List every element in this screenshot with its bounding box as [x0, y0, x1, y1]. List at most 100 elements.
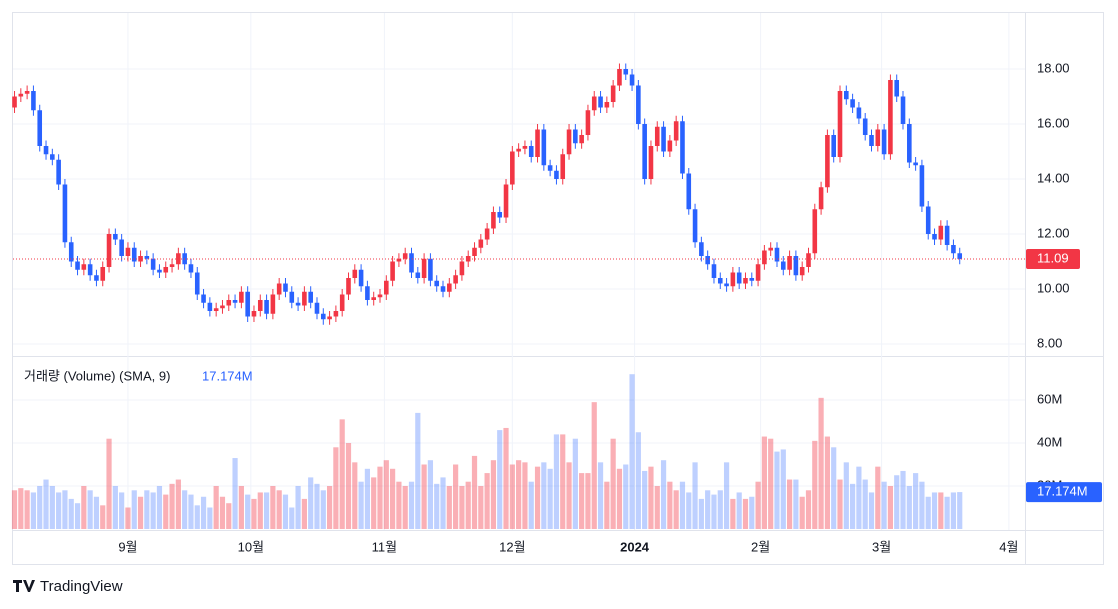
candle-body — [717, 278, 723, 284]
volume-bar — [453, 464, 459, 529]
candle-body — [780, 261, 786, 270]
candle-body — [18, 93, 24, 97]
candle-body — [957, 253, 963, 260]
candle-body — [711, 264, 717, 278]
volume-bar — [812, 440, 818, 529]
candle-body — [415, 272, 421, 278]
candle-body — [100, 267, 106, 281]
volume-bar — [906, 486, 912, 529]
x-tick-label: 11월 — [372, 539, 397, 554]
candle-body — [919, 165, 925, 207]
volume-bar — [320, 490, 326, 529]
candle-body — [913, 162, 918, 166]
volume-bar — [175, 479, 181, 529]
volume-legend-value: 17.174M — [202, 368, 253, 383]
volume-bar — [579, 473, 585, 529]
volume-bar — [534, 466, 541, 529]
volume-bar — [289, 507, 295, 529]
candle-body — [547, 165, 553, 171]
candle-body — [226, 300, 232, 306]
volume-bar — [881, 481, 887, 529]
volume-bar — [238, 486, 244, 529]
candle-body — [220, 305, 225, 309]
candle-body — [12, 96, 17, 108]
candle-body — [648, 146, 654, 179]
candle-body — [900, 96, 906, 124]
volume-bar — [43, 479, 49, 529]
volume-bar — [850, 483, 856, 529]
volume-bar — [497, 430, 503, 529]
volume-bar — [887, 486, 894, 529]
candle-body — [554, 170, 559, 179]
candle-body — [522, 146, 528, 149]
y-tick-label: 16.00 — [1037, 115, 1070, 130]
candle-body — [888, 80, 893, 155]
candle-body — [793, 256, 799, 276]
candle-body — [749, 278, 755, 281]
volume-bar — [875, 466, 881, 529]
candle-body — [169, 264, 175, 267]
candle-body — [119, 239, 124, 256]
volume-bar — [780, 449, 786, 529]
candle-body — [812, 209, 818, 254]
volume-bar — [182, 490, 188, 529]
volume-bar — [913, 473, 919, 529]
volume-bar — [541, 462, 547, 529]
volume-tick-label: 40M — [1037, 434, 1062, 449]
candle-body — [68, 242, 74, 262]
volume-bar — [604, 481, 610, 529]
volume-bar — [654, 486, 660, 529]
volume-bar — [434, 483, 440, 529]
candle-body — [302, 291, 307, 306]
volume-bar — [679, 481, 686, 529]
volume-bar — [427, 460, 434, 529]
candle-body — [573, 129, 578, 144]
volume-bar — [49, 486, 55, 529]
volume-bar — [585, 473, 591, 529]
volume-bar — [761, 436, 767, 529]
volume-bar — [711, 494, 717, 529]
candle-body — [762, 250, 767, 265]
volume-bar — [125, 507, 131, 529]
candle-body — [264, 300, 269, 314]
candle-body — [491, 212, 496, 229]
candle-body — [459, 261, 465, 276]
volume-bar — [957, 492, 963, 529]
volume-bar — [251, 498, 257, 529]
x-tick-label: 12월 — [499, 539, 525, 554]
volume-bar — [509, 464, 515, 529]
volume-bar — [610, 438, 616, 529]
volume-bar — [308, 477, 314, 529]
volume-bar — [560, 434, 566, 529]
volume-bar — [774, 451, 780, 529]
candle-body — [705, 256, 710, 265]
volume-bar — [843, 462, 849, 529]
candle-body — [699, 242, 704, 256]
candle-body — [87, 264, 93, 276]
candle-body — [661, 126, 666, 152]
volume-bar — [282, 494, 289, 529]
volume-bar — [931, 492, 938, 529]
candle-body — [516, 148, 521, 152]
volume-bar — [301, 498, 307, 529]
candle-body — [106, 234, 112, 267]
candle-body — [390, 261, 395, 281]
candle-body — [43, 146, 49, 155]
volume-bar — [383, 460, 389, 529]
volume-bar — [314, 483, 320, 529]
candle-body — [352, 269, 358, 278]
candle-body — [377, 294, 383, 298]
candle-body — [131, 247, 137, 262]
volume-bar — [768, 438, 774, 529]
candle-body — [680, 121, 685, 174]
volume-bar — [345, 443, 352, 529]
volume-bar — [169, 483, 175, 529]
volume-bar — [868, 492, 875, 529]
candle-body — [579, 135, 584, 144]
volume-bar — [484, 473, 490, 529]
candle-body — [673, 121, 679, 141]
candle-body — [604, 102, 610, 108]
candle-body — [623, 69, 629, 75]
volume-bar — [263, 492, 270, 529]
